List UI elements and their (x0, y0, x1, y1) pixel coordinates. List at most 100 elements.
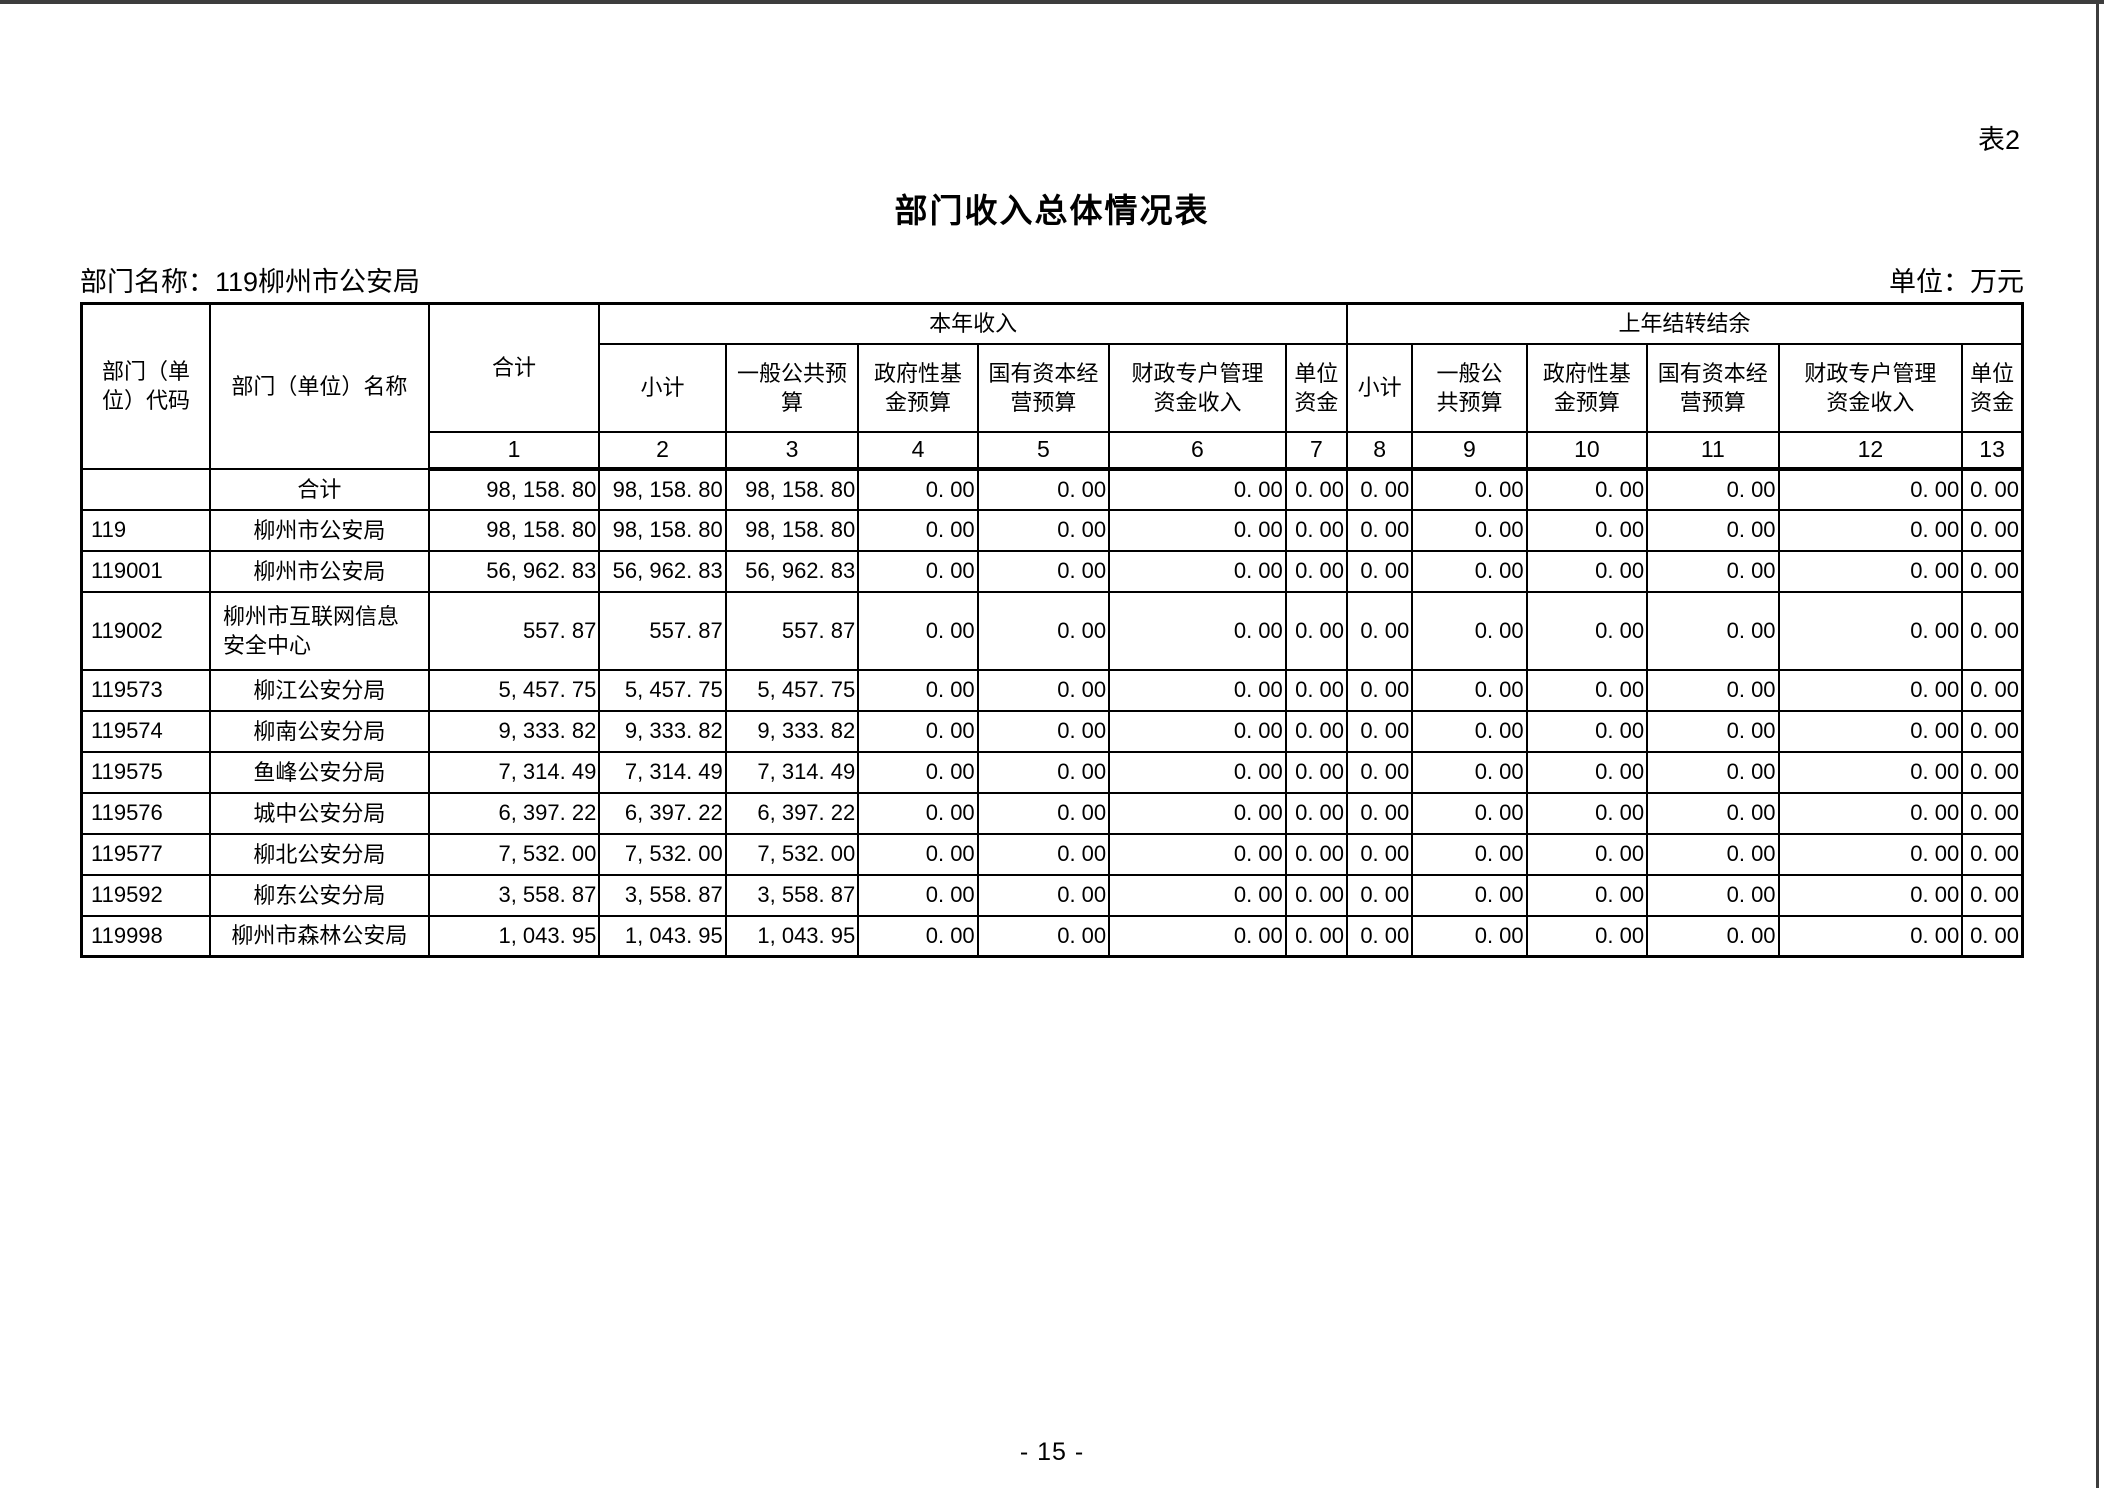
value-cell: 0. 00 (1108, 709, 1287, 753)
dept-name-cell: 城中公安分局 (208, 791, 430, 835)
meta-row: 部门名称：119柳州市公安局 单位：万元 (80, 260, 2024, 299)
value-cell: 0. 00 (1284, 709, 1349, 753)
col-number: 3 (724, 430, 860, 471)
value-cell: 98, 158. 80 (724, 508, 860, 552)
dept-name-cell: 柳州市互联网信息安全中心 (208, 590, 430, 671)
col-number: 12 (1777, 430, 1964, 471)
value-cell: 0. 00 (1777, 914, 1964, 958)
table-row: 119574 柳南公安分局 9, 333. 82 9, 333. 82 9, 333. … (80, 709, 2024, 753)
dept-name-cell: 柳州市森林公安局 (208, 914, 430, 958)
col-number: 11 (1646, 430, 1780, 471)
value-cell: 0. 00 (1525, 590, 1649, 671)
value-cell: 0. 00 (1777, 832, 1964, 876)
value-cell: 5, 457. 75 (724, 668, 860, 712)
value-cell: 0. 00 (1346, 914, 1414, 958)
value-cell: 0. 00 (1646, 873, 1780, 917)
value-cell: 0. 00 (1777, 549, 1964, 593)
value-cell: 0. 00 (857, 750, 979, 794)
value-cell: 3, 558. 87 (598, 873, 727, 917)
value-cell: 0. 00 (1777, 590, 1964, 671)
value-cell: 0. 00 (1961, 467, 2024, 511)
value-cell: 98, 158. 80 (724, 467, 860, 511)
value-cell: 0. 00 (857, 791, 979, 835)
col-number: 5 (976, 430, 1111, 471)
value-cell: 0. 00 (1777, 467, 1964, 511)
value-cell: 0. 00 (1411, 590, 1528, 671)
col-header-state-capital-1: 国有资本经 营预算 (976, 342, 1111, 433)
value-cell: 6, 397. 22 (427, 791, 601, 835)
value-cell: 0. 00 (857, 549, 979, 593)
value-cell: 98, 158. 80 (598, 508, 727, 552)
dept-name-cell: 柳北公安分局 (208, 832, 430, 876)
dept-code-cell: 119001 (80, 549, 211, 593)
value-cell: 0. 00 (1961, 508, 2024, 552)
value-cell: 0. 00 (1961, 668, 2024, 712)
value-cell: 0. 00 (1411, 668, 1528, 712)
value-cell: 0. 00 (976, 549, 1111, 593)
value-cell: 0. 00 (1346, 590, 1414, 671)
dept-name-cell: 柳州市公安局 (208, 549, 430, 593)
col-group-current-year: 本年收入 (598, 302, 1349, 345)
value-cell: 3, 558. 87 (427, 873, 601, 917)
table-row: 119573 柳江公安分局 5, 457. 75 5, 457. 75 5, 457. … (80, 668, 2024, 712)
value-cell: 0. 00 (1525, 791, 1649, 835)
value-cell: 0. 00 (1284, 508, 1349, 552)
value-cell: 0. 00 (857, 467, 979, 511)
value-cell: 0. 00 (857, 709, 979, 753)
value-cell: 0. 00 (1525, 709, 1649, 753)
dept-code-cell: 119576 (80, 791, 211, 835)
value-cell: 98, 158. 80 (598, 467, 727, 511)
value-cell: 0. 00 (1525, 549, 1649, 593)
value-cell: 0. 00 (1525, 873, 1649, 917)
value-cell: 98, 158. 80 (427, 508, 601, 552)
dept-code-cell: 119577 (80, 832, 211, 876)
table-row: 合计 98, 158. 80 98, 158. 80 98, 158. 80 0. 00… (80, 467, 2024, 511)
col-header-fiscal-account-2: 财政专户管理 资金收入 (1777, 342, 1964, 433)
value-cell: 6, 397. 22 (598, 791, 727, 835)
dept-name-cell: 柳东公安分局 (208, 873, 430, 917)
header-row-numbers: 1 2 3 4 5 6 7 8 9 10 11 12 13 (82, 430, 2024, 471)
col-header-general-budget-1: 一般公共预 算 (724, 342, 860, 433)
col-header-unit-funds-2: 单位 资金 (1961, 342, 2024, 433)
value-cell: 0. 00 (1777, 709, 1964, 753)
col-header-unit-funds-1: 单位 资金 (1284, 342, 1349, 433)
value-cell: 0. 00 (1646, 791, 1780, 835)
col-number: 7 (1284, 430, 1349, 471)
table-row: 119577 柳北公安分局 7, 532. 00 7, 532. 00 7, 532. … (80, 832, 2024, 876)
col-header-subtotal-1: 小计 (598, 342, 727, 433)
value-cell: 0. 00 (976, 832, 1111, 876)
table-row: 119576 城中公安分局 6, 397. 22 6, 397. 22 6, 397. … (80, 791, 2024, 835)
value-cell: 0. 00 (1961, 549, 2024, 593)
dept-code-cell: 119998 (80, 914, 211, 958)
value-cell: 0. 00 (1646, 668, 1780, 712)
value-cell: 0. 00 (1961, 914, 2024, 958)
value-cell: 0. 00 (1346, 668, 1414, 712)
value-cell: 0. 00 (1961, 873, 2024, 917)
value-cell: 5, 457. 75 (598, 668, 727, 712)
value-cell: 0. 00 (1411, 914, 1528, 958)
value-cell: 7, 314. 49 (427, 750, 601, 794)
value-cell: 0. 00 (857, 668, 979, 712)
value-cell: 0. 00 (1108, 873, 1287, 917)
value-cell: 0. 00 (976, 590, 1111, 671)
value-cell: 7, 532. 00 (427, 832, 601, 876)
value-cell: 0. 00 (976, 668, 1111, 712)
value-cell: 0. 00 (857, 508, 979, 552)
value-cell: 0. 00 (1646, 709, 1780, 753)
value-cell: 557. 87 (598, 590, 727, 671)
value-cell: 557. 87 (427, 590, 601, 671)
value-cell: 0. 00 (1346, 549, 1414, 593)
value-cell: 557. 87 (724, 590, 860, 671)
value-cell: 0. 00 (1284, 791, 1349, 835)
value-cell: 0. 00 (1346, 791, 1414, 835)
value-cell: 0. 00 (1108, 508, 1287, 552)
col-header-fiscal-account-1: 财政专户管理 资金收入 (1108, 342, 1287, 433)
value-cell: 0. 00 (1108, 549, 1287, 593)
value-cell: 0. 00 (976, 750, 1111, 794)
value-cell: 0. 00 (1777, 873, 1964, 917)
value-cell: 0. 00 (1108, 914, 1287, 958)
value-cell: 0. 00 (1108, 668, 1287, 712)
value-cell: 0. 00 (1961, 791, 2024, 835)
value-cell: 0. 00 (1108, 791, 1287, 835)
